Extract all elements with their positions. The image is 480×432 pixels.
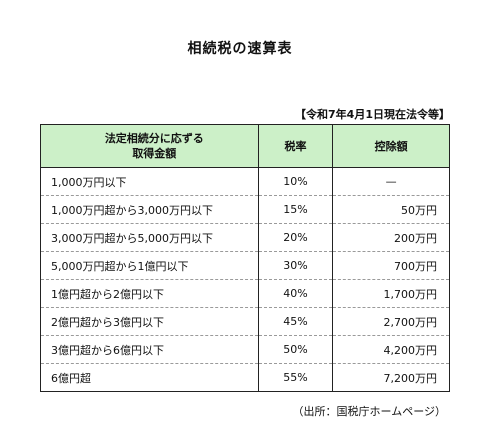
bracket-cell: 1,000万円以下 [40, 167, 259, 196]
rate-cell: 45% [257, 307, 334, 336]
rate-cell: 15% [257, 195, 334, 224]
table-header-row: 法定相続分に応ずる 取得金額 税率 控除額 [40, 124, 450, 168]
rate-cell: 30% [257, 251, 334, 280]
bracket-cell: 1億円超から2億円以下 [40, 279, 259, 308]
table-row: 6億円超 55% 7,200万円 [40, 363, 450, 392]
inheritance-tax-table: 法定相続分に応ずる 取得金額 税率 控除額 1,000万円以下 10% — 1,… [40, 124, 450, 392]
source-note: （出所：国税庁ホームページ） [292, 405, 446, 418]
header-bracket-line2: 取得金額 [132, 147, 177, 160]
header-bracket-line1: 法定相続分に応ずる [104, 132, 204, 145]
bracket-cell: 6億円超 [40, 363, 259, 392]
bracket-cell: 1,000万円超から3,000万円以下 [40, 195, 259, 224]
bracket-cell: 3,000万円超から5,000万円以下 [40, 223, 259, 252]
rate-cell: 40% [257, 279, 334, 308]
deduction-cell: 4,200万円 [332, 335, 450, 364]
deduction-cell: 1,700万円 [332, 279, 450, 308]
table-row: 1億円超から2億円以下 40% 1,700万円 [40, 279, 450, 308]
table-row: 1,000万円以下 10% — [40, 167, 450, 196]
header-bracket: 法定相続分に応ずる 取得金額 [40, 124, 259, 168]
bracket-cell: 5,000万円超から1億円以下 [40, 251, 259, 280]
page-title: 相続税の速算表 [187, 41, 293, 57]
rate-cell: 20% [257, 223, 334, 252]
table-row: 1,000万円超から3,000万円以下 15% 50万円 [40, 195, 450, 224]
header-deduction: 控除額 [332, 124, 450, 168]
bracket-cell: 3億円超から6億円以下 [40, 335, 259, 364]
deduction-cell: 2,700万円 [332, 307, 450, 336]
header-rate: 税率 [257, 124, 334, 168]
bracket-cell: 2億円超から3億円以下 [40, 307, 259, 336]
rate-cell: 55% [257, 363, 334, 392]
table-row: 5,000万円超から1億円以下 30% 700万円 [40, 251, 450, 280]
table-row: 3,000万円超から5,000万円以下 20% 200万円 [40, 223, 450, 252]
as-of-date-note: 【令和7年4月1日現在法令等】 [295, 108, 450, 121]
table-row: 3億円超から6億円以下 50% 4,200万円 [40, 335, 450, 364]
rate-cell: 50% [257, 335, 334, 364]
rate-cell: 10% [257, 167, 334, 196]
deduction-cell: 50万円 [332, 195, 450, 224]
deduction-cell: — [332, 167, 450, 196]
deduction-cell: 700万円 [332, 251, 450, 280]
deduction-cell: 200万円 [332, 223, 450, 252]
deduction-cell: 7,200万円 [332, 363, 450, 392]
table-row: 2億円超から3億円以下 45% 2,700万円 [40, 307, 450, 336]
